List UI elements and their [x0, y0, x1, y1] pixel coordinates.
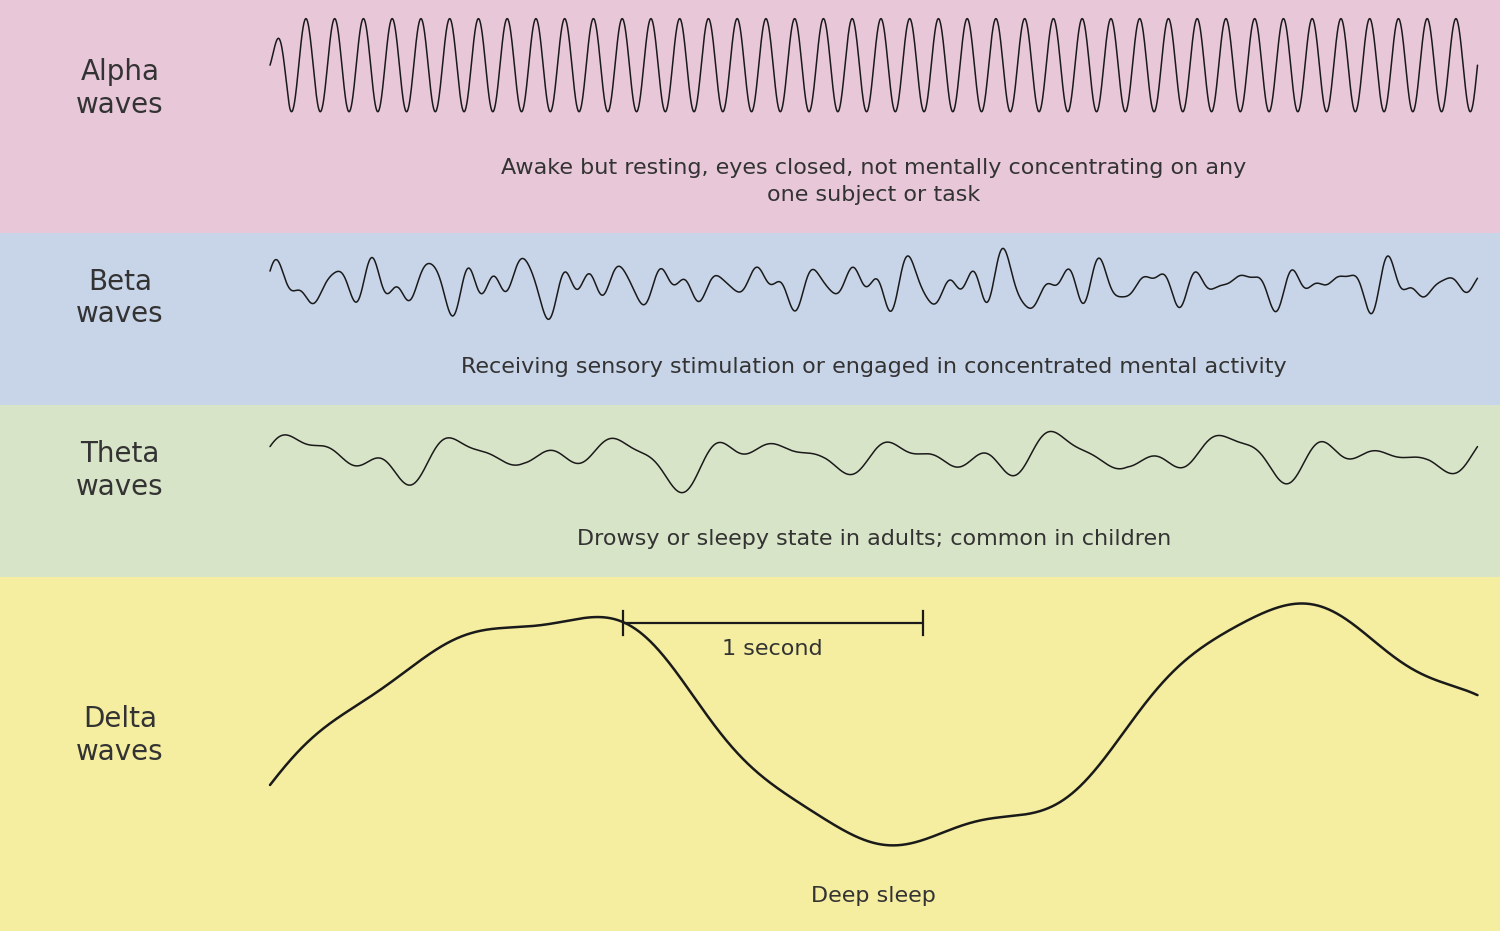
Text: Alpha
waves: Alpha waves: [76, 59, 164, 118]
Bar: [0, 233, 1500, 405]
Text: Theta
waves: Theta waves: [76, 440, 164, 501]
Text: Delta
waves: Delta waves: [76, 706, 164, 765]
Text: Drowsy or sleepy state in adults; common in children: Drowsy or sleepy state in adults; common…: [576, 530, 1172, 549]
Bar: [0, 577, 1500, 931]
Bar: [0, 405, 1500, 577]
Text: 1 second: 1 second: [722, 640, 824, 659]
Text: Deep sleep: Deep sleep: [812, 885, 936, 906]
Bar: [0, 0, 1500, 233]
Text: Beta
waves: Beta waves: [76, 268, 164, 329]
Text: Awake but resting, eyes closed, not mentally concentrating on any
one subject or: Awake but resting, eyes closed, not ment…: [501, 158, 1246, 205]
Text: Receiving sensory stimulation or engaged in concentrated mental activity: Receiving sensory stimulation or engaged…: [460, 358, 1287, 377]
